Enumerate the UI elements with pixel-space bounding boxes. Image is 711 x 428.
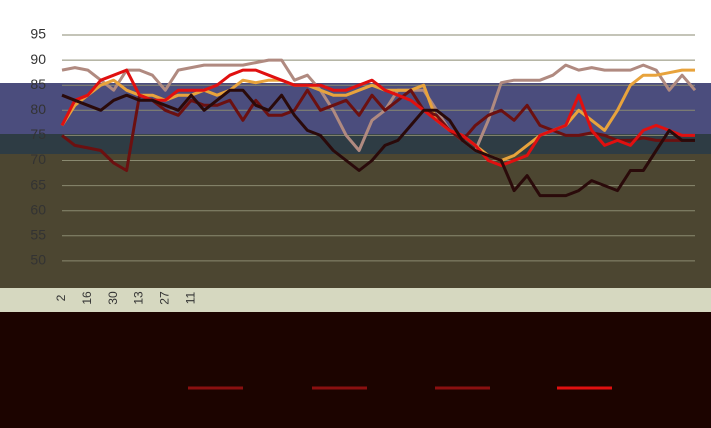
y-tick-label: 70 xyxy=(30,151,46,167)
y-tick-label: 85 xyxy=(30,76,46,92)
glitch-band xyxy=(0,288,711,312)
lines xyxy=(60,58,697,198)
y-tick-label: 60 xyxy=(30,201,46,217)
y-tick-label: 50 xyxy=(30,252,46,268)
series-line xyxy=(60,68,695,167)
labels: 50 55 60 65 70 75 80 85 90 95 2 16 30 13 27 11 xyxy=(30,26,197,305)
y-tick-label: 75 xyxy=(30,126,46,142)
glitch-band xyxy=(0,150,711,288)
x-tick-label: 30 xyxy=(106,291,120,305)
y-tick-label: 80 xyxy=(30,101,46,117)
y-tick-label: 55 xyxy=(30,227,46,243)
x-tick-label: 2 xyxy=(54,294,68,301)
x-tick-label: 16 xyxy=(80,291,94,305)
series-line xyxy=(61,88,695,198)
y-tick-label: 90 xyxy=(30,51,46,67)
y-tick-label: 95 xyxy=(30,26,46,42)
x-tick-label: 11 xyxy=(183,291,197,304)
x-tick-label: 27 xyxy=(158,291,172,305)
series-line xyxy=(61,58,697,152)
series-line xyxy=(61,88,695,172)
x-tick-label: 13 xyxy=(132,291,146,305)
y-tick-label: 65 xyxy=(30,176,46,192)
legend-area xyxy=(0,312,711,428)
